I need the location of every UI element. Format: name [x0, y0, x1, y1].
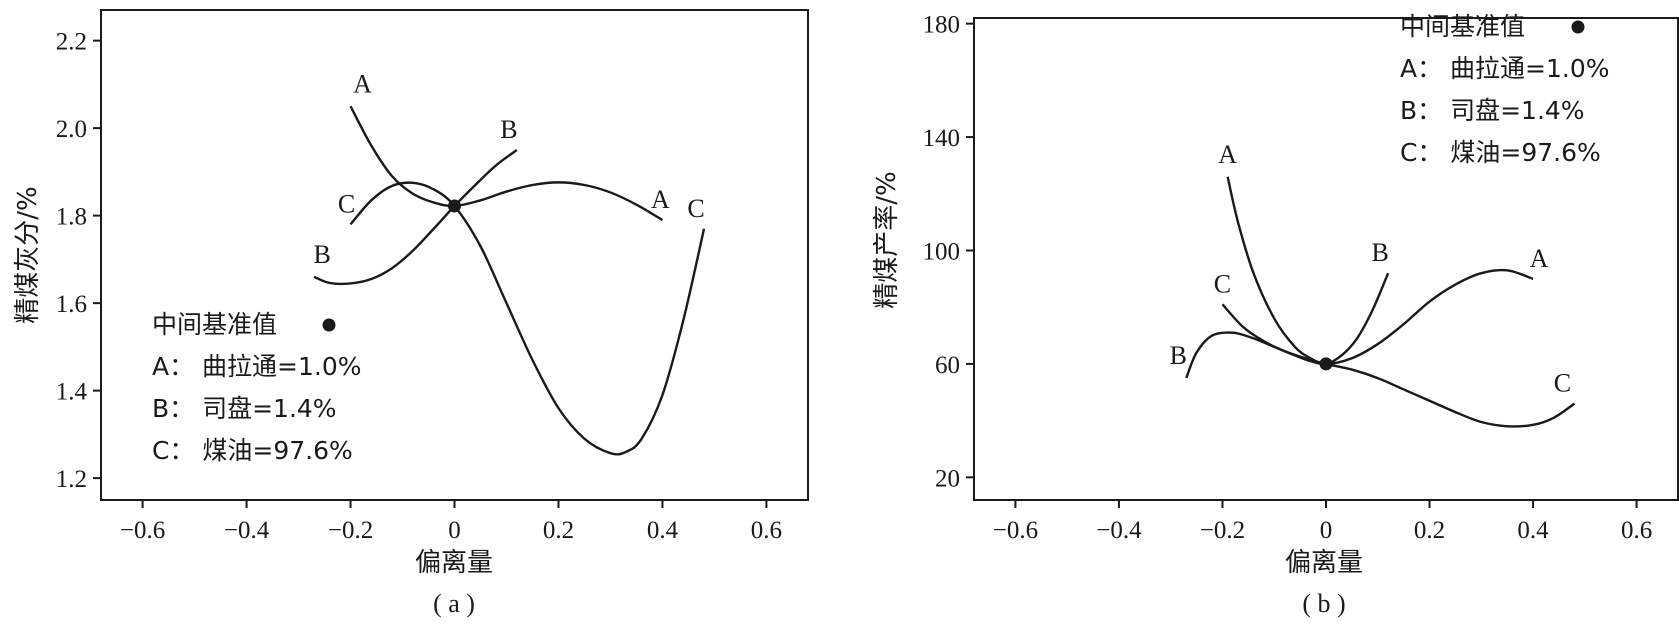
chart-panel-b: −0.6 −0.4 −0.2 0 0.2 0.4 0.6 20 60 100 140 180 偏离量 精煤… [872, 12, 1679, 618]
series-start-label-c: C [1214, 269, 1231, 298]
series-end-label-a: A [1530, 244, 1549, 273]
y-tick-label: 2.2 [56, 29, 87, 56]
legend-point-marker [1571, 20, 1585, 34]
x-tick-label: −0.2 [328, 517, 373, 544]
series-end-label-a: A [651, 185, 670, 214]
x-tick-label: −0.4 [224, 517, 270, 544]
x-tick-label: 0.4 [647, 517, 679, 544]
legend-title: 中间基准值 [1400, 12, 1525, 41]
legend-point-marker [322, 318, 336, 332]
legend: 中间基准值 A： 曲拉通=1.0% B： 司盘=1.4% C： 煤油=97.6% [1400, 12, 1610, 167]
x-tick-label: 0.4 [1517, 517, 1549, 544]
x-tick-label: 0.2 [1414, 517, 1445, 544]
y-tick-label: 180 [923, 12, 961, 39]
y-tick-label: 1.8 [56, 204, 87, 231]
x-tick-label: −0.4 [1096, 517, 1142, 544]
legend: 中间基准值 A： 曲拉通=1.0% B： 司盘=1.4% C： 煤油=97.6% [152, 310, 362, 465]
y-axis-label: 精煤产率/% [872, 171, 902, 308]
x-tick-label: −0.2 [1200, 517, 1245, 544]
y-tick-label: 100 [923, 238, 961, 265]
series-start-label-a: A [353, 69, 372, 98]
y-tick-label: 1.2 [56, 466, 87, 493]
x-tick-label: 0.2 [543, 517, 574, 544]
center-point-marker [1319, 357, 1333, 371]
series-end-label-c: C [687, 194, 704, 223]
legend-item: B： 司盘=1.4% [152, 394, 337, 423]
series-start-label-c: C [338, 189, 355, 218]
x-tick-label: 0 [1320, 517, 1333, 544]
y-tick-label: 140 [923, 125, 961, 152]
legend-item: C： 煤油=97.6% [152, 436, 353, 465]
x-axis-label: 偏离量 [415, 548, 493, 578]
y-tick-label: 20 [935, 465, 960, 492]
series-start-label-b: B [1170, 341, 1187, 370]
legend-item: A： 曲拉通=1.0% [1400, 54, 1610, 83]
series-end-label-c: C [1554, 369, 1571, 398]
panel-caption: ( b ) [1302, 589, 1345, 618]
center-point-marker [448, 199, 461, 213]
legend-item: A： 曲拉通=1.0% [152, 352, 362, 381]
y-axis-label: 精煤灰分/% [13, 186, 43, 323]
series-line-c [349, 181, 706, 456]
y-tick-label: 1.4 [56, 379, 88, 406]
legend-item: B： 司盘=1.4% [1400, 96, 1585, 125]
series-start-label-a: A [1218, 140, 1237, 169]
x-axis-label: 偏离量 [1285, 548, 1363, 578]
series-line-a [349, 105, 664, 222]
x-tick-label: 0 [448, 517, 461, 544]
y-tick-label: 60 [935, 352, 960, 379]
x-tick-label: 0.6 [1621, 517, 1652, 544]
panel-caption: ( a ) [433, 589, 475, 618]
legend-item: C： 煤油=97.6% [1400, 138, 1601, 167]
x-tick-label: −0.6 [120, 517, 165, 544]
series-end-label-b: B [500, 115, 517, 144]
series-line-a [1226, 176, 1534, 366]
legend-title: 中间基准值 [152, 310, 277, 339]
plot-frame [973, 17, 1679, 501]
series-end-label-b: B [1371, 238, 1388, 267]
plot-frame [100, 9, 809, 501]
series-start-label-b: B [313, 240, 330, 269]
x-tick-label: 0.6 [751, 517, 782, 544]
y-tick-label: 1.6 [56, 291, 87, 318]
series-line-b [313, 149, 518, 286]
chart-panel-a: −0.6 −0.4 −0.2 0 0.2 0.4 0.6 1.2 1.4 1.6 1.8 2.0 2.2… [13, 9, 809, 618]
y-tick-label: 2.0 [56, 116, 87, 143]
x-tick-label: −0.6 [993, 517, 1038, 544]
series-line-c [1221, 303, 1576, 428]
